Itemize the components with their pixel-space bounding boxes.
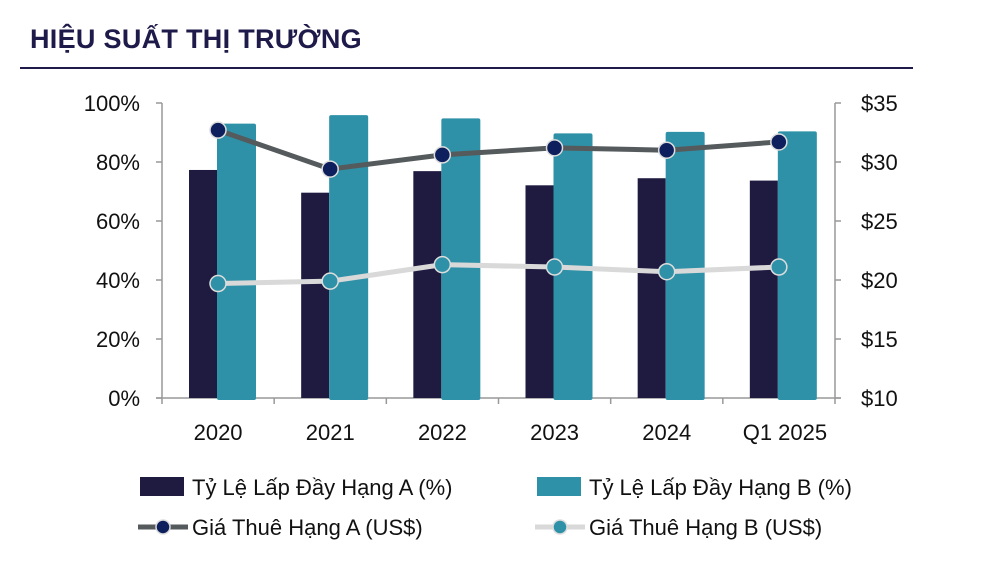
x-tick-label: Q1 2025 <box>743 420 827 445</box>
x-tick-label: 2022 <box>418 420 467 445</box>
bar-class-a-occupancy <box>637 178 666 398</box>
point-class-b-rent <box>321 272 339 290</box>
left-tick-label: 40% <box>96 268 140 293</box>
legend-label: Giá Thuê Hạng B (US$) <box>589 515 822 540</box>
bar-class-b-occupancy <box>777 131 817 400</box>
right-tick-label: $20 <box>861 268 898 293</box>
left-tick-label: 60% <box>96 209 140 234</box>
point-class-b-rent <box>545 258 564 276</box>
legend-swatch-1 <box>537 477 581 496</box>
bar-class-b-occupancy <box>217 123 256 401</box>
bar-class-a-occupancy <box>525 185 554 398</box>
point-class-a-rent <box>321 160 339 178</box>
bar-class-b-occupancy <box>665 131 705 400</box>
left-tick-label: 80% <box>96 150 140 175</box>
right-tick-label: $25 <box>861 209 898 234</box>
point-class-b-rent <box>770 258 788 276</box>
left-tick-label: 0% <box>108 386 140 411</box>
point-class-a-rent <box>209 121 227 139</box>
bar-class-a-occupancy <box>749 180 778 398</box>
legend-label: Giá Thuê Hạng A (US$) <box>192 515 423 540</box>
bar-class-a-occupancy <box>413 171 442 398</box>
legend-marker-3 <box>552 519 568 535</box>
right-tick-label: $10 <box>861 386 898 411</box>
legend-label: Tỷ Lệ Lấp Đầy Hạng B (%) <box>589 475 852 500</box>
x-tick-label: 2021 <box>306 420 355 445</box>
left-tick-label: 100% <box>84 91 140 116</box>
bar-class-a-occupancy <box>301 192 330 398</box>
point-class-a-rent <box>433 146 452 164</box>
bar-class-b-occupancy <box>441 118 481 400</box>
right-tick-label: $30 <box>861 150 898 175</box>
point-class-b-rent <box>657 262 676 281</box>
right-tick-label: $35 <box>861 91 898 116</box>
x-tick-label: 2020 <box>194 420 243 445</box>
legend-label: Tỷ Lệ Lấp Đầy Hạng A (%) <box>192 475 452 500</box>
left-tick-label: 20% <box>96 327 140 352</box>
x-tick-label: 2023 <box>530 420 579 445</box>
bar-class-b-occupancy <box>329 115 369 400</box>
point-class-b-rent <box>209 274 227 293</box>
point-class-a-rent <box>545 139 564 157</box>
point-class-a-rent <box>657 141 676 159</box>
line-class-a-rent <box>217 127 780 172</box>
legend-marker-2 <box>155 519 171 535</box>
chart-title: HIỆU SUẤT THỊ TRƯỜNG <box>30 24 362 54</box>
point-class-b-rent <box>433 255 452 274</box>
right-tick-label: $15 <box>861 327 898 352</box>
legend-swatch-0 <box>140 477 184 496</box>
title-divider <box>20 67 913 69</box>
point-class-a-rent <box>770 133 788 151</box>
line-class-b-rent <box>217 262 779 287</box>
x-tick-label: 2024 <box>642 420 691 445</box>
